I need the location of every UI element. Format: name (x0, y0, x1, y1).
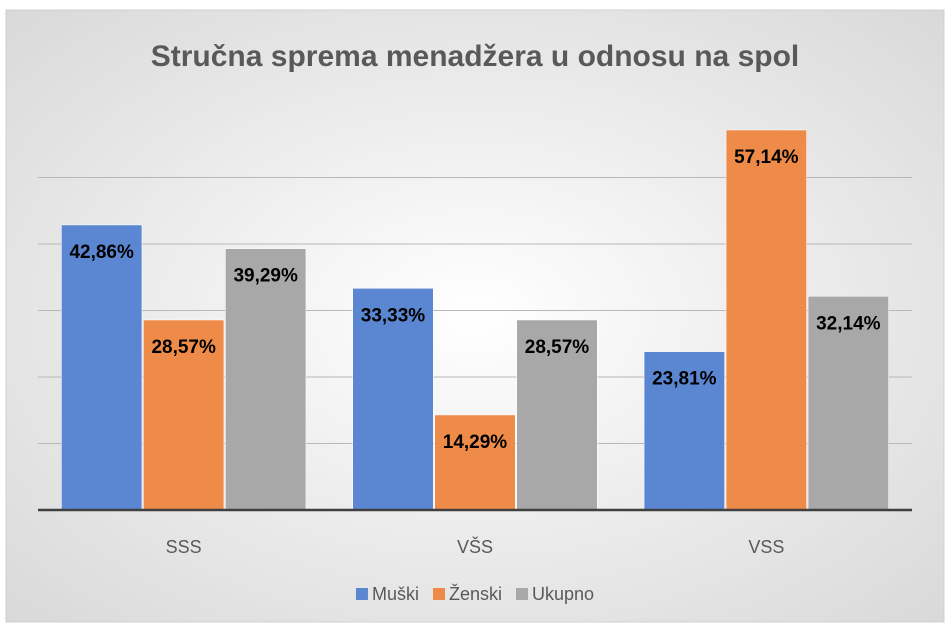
bar (352, 288, 434, 511)
legend-swatch (432, 588, 445, 600)
data-label: 33,33% (361, 305, 426, 326)
x-tick-label: VSS (748, 537, 784, 557)
chart-title: Stručna sprema menadžera u odnosu na spo… (151, 40, 800, 73)
bar (225, 248, 307, 511)
data-label: 32,14% (816, 313, 881, 334)
x-tick-label: VŠS (457, 536, 493, 557)
legend-label: Muški (372, 584, 419, 604)
bar (725, 129, 807, 511)
legend-label: Ženski (449, 584, 502, 604)
legend-label: Ukupno (532, 584, 594, 604)
data-label: 39,29% (233, 266, 298, 287)
bar (61, 224, 143, 511)
bar (643, 351, 725, 511)
data-label: 14,29% (443, 432, 508, 453)
x-tick-label: SSS (166, 537, 202, 557)
bar (434, 414, 516, 511)
data-label: 57,14% (734, 147, 799, 168)
bar (516, 319, 598, 511)
data-label: 23,81% (652, 369, 717, 390)
bar (807, 296, 889, 511)
data-label: 28,57% (525, 337, 590, 358)
bar (143, 319, 225, 511)
legend-swatch (515, 588, 528, 600)
data-label: 28,57% (151, 337, 216, 358)
data-label: 42,86% (69, 242, 134, 263)
legend-swatch (355, 588, 368, 600)
